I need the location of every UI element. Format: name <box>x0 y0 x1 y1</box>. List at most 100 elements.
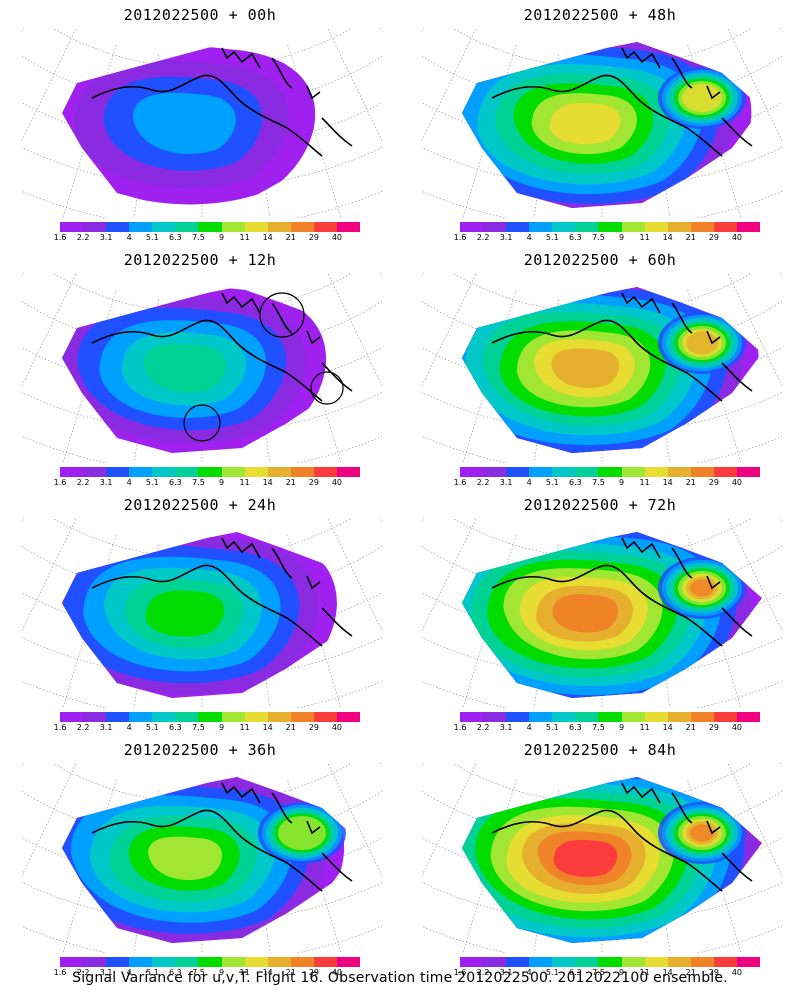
colorbar-swatch <box>575 957 599 967</box>
colorbar-tick-label: 2.2 <box>76 478 90 487</box>
colorbar: 1.6 2.2 3.1 4 5.1 6.3 7.5 9 11 14 21 29 40 <box>454 222 762 244</box>
colorbar-swatch <box>221 957 246 967</box>
colorbar-tick-label: 6.3 <box>569 723 582 732</box>
colorbar-swatch <box>529 712 553 722</box>
colorbar-swatch <box>336 467 361 477</box>
colorbar-tick-label: 2.2 <box>476 723 490 732</box>
colorbar-tick-label: 2.2 <box>76 233 90 242</box>
colorbar-swatch <box>644 957 669 967</box>
colorbar-swatch <box>106 222 130 232</box>
colorbar-swatch <box>313 712 338 722</box>
colorbar-swatch <box>598 222 623 232</box>
observation-circle <box>183 404 221 442</box>
colorbar-tick-label: 29 <box>308 233 319 242</box>
colorbar-tick-label: 14 <box>262 233 273 242</box>
colorbar-swatch <box>621 957 646 967</box>
colorbar-tick-label: 6.3 <box>569 478 582 487</box>
colorbar-tick-label: 5.1 <box>145 233 159 242</box>
colorbar-swatch <box>313 957 338 967</box>
colorbar-swatch <box>175 957 199 967</box>
colorbar-swatch <box>460 467 484 477</box>
colorbar-swatch <box>575 712 599 722</box>
colorbar-swatch <box>460 712 484 722</box>
colorbar-tick-label: 29 <box>708 478 719 487</box>
colorbar-swatch <box>336 712 361 722</box>
colorbar-swatch <box>713 467 738 477</box>
colorbar-swatch <box>667 467 692 477</box>
colorbar-tick-label: 6.3 <box>169 478 182 487</box>
colorbar-tick-label: 14 <box>662 478 673 487</box>
colorbar-tick-label: 4 <box>126 233 132 242</box>
colorbar-tick-label: 40 <box>331 723 343 732</box>
coastline <box>91 537 353 647</box>
colorbar-swatch <box>129 222 153 232</box>
colorbar: 1.6 2.2 3.1 4 5.1 6.3 7.5 9 11 14 21 29 40 <box>54 222 362 244</box>
variance-map <box>422 763 782 953</box>
colorbar-tick-label: 40 <box>731 968 743 977</box>
variance-map <box>422 273 782 463</box>
coastline <box>91 782 353 892</box>
colorbar-tick-label: 29 <box>708 233 719 242</box>
colorbar-tick-label: 9 <box>618 723 625 732</box>
colorbar-swatch <box>152 222 176 232</box>
colorbar-swatch <box>529 222 553 232</box>
map-panel: 2012022500 + 60h 1.6 2.2 3.1 4 5.1 6.3 7.5 9 11 14… <box>400 245 800 490</box>
colorbar-tick-label: 21 <box>685 723 696 732</box>
panel-title: 2012022500 + 72h <box>523 496 677 514</box>
colorbar-tick-label: 3.1 <box>99 968 113 977</box>
colorbar-tick-label: 1.6 <box>53 968 67 977</box>
colorbar-tick-label: 6.3 <box>169 723 182 732</box>
colorbar-tick-label: 11 <box>239 723 250 732</box>
colorbar-swatch <box>483 957 507 967</box>
colorbar-swatch <box>244 222 269 232</box>
colorbar-tick-label: 21 <box>285 233 296 242</box>
colorbar-swatch <box>644 222 669 232</box>
colorbar: 1.6 2.2 3.1 4 5.1 6.3 7.5 9 11 14 21 29 40 <box>454 957 762 979</box>
colorbar-swatch <box>198 957 223 967</box>
colorbar-tick-label: 7.5 <box>192 233 205 242</box>
colorbar-tick-label: 40 <box>331 233 343 242</box>
panel-title: 2012022500 + 24h <box>123 496 277 514</box>
colorbar-tick-label: 40 <box>331 968 343 977</box>
panel-title: 2012022500 + 12h <box>123 251 277 269</box>
colorbar-swatch <box>460 957 484 967</box>
colorbar-swatch <box>598 712 623 722</box>
colorbar-tick-label: 9 <box>218 478 225 487</box>
colorbar-tick-label: 1.6 <box>453 478 467 487</box>
colorbar-swatch <box>60 467 84 477</box>
colorbar-tick-label: 5.1 <box>545 968 559 977</box>
colorbar-tick-label: 21 <box>285 723 296 732</box>
colorbar-tick-label: 4 <box>526 968 532 977</box>
colorbar-tick-label: 3.1 <box>499 968 513 977</box>
colorbar-swatch <box>598 467 623 477</box>
colorbar-tick-label: 7.5 <box>192 478 205 487</box>
observation-circle <box>259 292 305 338</box>
variance-map <box>422 518 782 708</box>
colorbar-swatch <box>506 957 530 967</box>
colorbar-swatch <box>336 222 361 232</box>
colorbar-swatch <box>690 467 715 477</box>
colorbar-swatch <box>736 712 761 722</box>
colorbar-tick-label: 9 <box>218 233 225 242</box>
colorbar-swatch <box>313 222 338 232</box>
variance-map <box>422 28 782 218</box>
colorbar: 1.6 2.2 3.1 4 5.1 6.3 7.5 9 11 14 21 29 40 <box>54 957 362 979</box>
colorbar-swatch <box>506 222 530 232</box>
colorbar-tick-label: 11 <box>639 723 650 732</box>
colorbar-swatch <box>690 712 715 722</box>
map-panel: 2012022500 + 72h 1.6 2.2 3.1 4 5.1 6.3 7.5 9 11 14… <box>400 490 800 735</box>
colorbar-swatch <box>83 222 107 232</box>
colorbar-tick-label: 4 <box>526 478 532 487</box>
colorbar-tick-label: 29 <box>308 968 319 977</box>
colorbar-swatch <box>644 712 669 722</box>
colorbar-tick-label: 11 <box>639 233 650 242</box>
colorbar-tick-label: 6.3 <box>169 968 182 977</box>
colorbar-tick-label: 2.2 <box>476 478 490 487</box>
colorbar-tick-label: 29 <box>708 968 719 977</box>
colorbar-swatch <box>290 957 315 967</box>
panel-title: 2012022500 + 60h <box>523 251 677 269</box>
coastline <box>491 292 753 402</box>
colorbar: 1.6 2.2 3.1 4 5.1 6.3 7.5 9 11 14 21 29 40 <box>54 467 362 489</box>
colorbar-tick-label: 2.2 <box>476 233 490 242</box>
colorbar-tick-label: 7.5 <box>592 723 605 732</box>
